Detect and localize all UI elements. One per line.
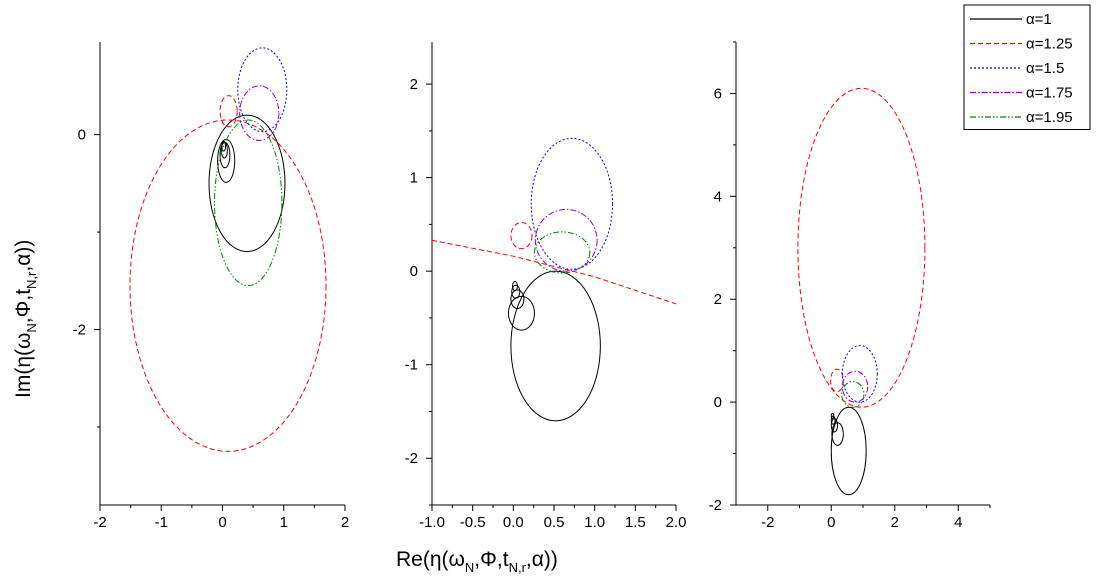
- curve-loop: [798, 88, 925, 407]
- series-alpha-1: [831, 407, 866, 494]
- x-tick-label: 0: [827, 514, 835, 531]
- xlabel-part-5: ,α)): [526, 548, 558, 571]
- x-axis-title: Re(η(ωN,Φ,tN,r,α)): [396, 548, 558, 575]
- legend-label: α=1.75: [1026, 85, 1073, 102]
- ylabel-part-4: N,r: [24, 271, 39, 289]
- y-tick-label: -2: [73, 322, 86, 339]
- curve-loop: [238, 48, 287, 132]
- xlabel-part-4: N,r: [509, 560, 527, 575]
- series-alpha-1: [209, 115, 285, 251]
- series-alpha-1-5: [238, 48, 287, 132]
- y-tick-label: -1: [405, 357, 418, 374]
- x-tick-label: 2: [341, 514, 349, 531]
- curves: [432, 138, 676, 420]
- curve-loop: [209, 115, 285, 251]
- series-alpha-1: [508, 271, 600, 421]
- x-tick-label: 0.5: [544, 514, 565, 531]
- series-alpha-1-25: [130, 96, 326, 452]
- y-tick-label: 0: [714, 394, 722, 411]
- curves: [130, 48, 326, 452]
- curve-loop: [508, 296, 534, 330]
- curve-loop: [130, 120, 326, 451]
- x-tick-label: -2: [761, 514, 774, 531]
- panels: -2 -1 0 1 2 -2 0 -1.0 -0.5 0.0 0.5 1.0 1.5 2.0 -2 -1 0 1 2…: [73, 42, 990, 531]
- y-tick-label: 2: [714, 291, 722, 308]
- ylabel-part-3: ,Φ,t: [12, 289, 35, 323]
- curve-loop: [831, 369, 844, 392]
- x-tick-label: 0.0: [503, 514, 524, 531]
- series-alpha-1-25: [798, 88, 925, 407]
- x-tick-label: 2: [891, 514, 899, 531]
- ylabel-part-1: Im(η(ω: [12, 333, 35, 398]
- curve-loop: [511, 223, 532, 249]
- x-tick-label: 1: [280, 514, 288, 531]
- y-tick-label: 4: [714, 188, 722, 205]
- ylabel-part-5: ,α)): [12, 240, 35, 272]
- panel-left: -2 -1 0 1 2 -2 0: [73, 42, 350, 531]
- x-tick-label: -1.0: [419, 514, 445, 531]
- x-tick-label: 0: [218, 514, 226, 531]
- series-alpha-1-95: [842, 382, 864, 408]
- series-alpha-1-75: [240, 86, 279, 141]
- y-tick-label: 2: [410, 76, 418, 93]
- svg-text:Im(η(ωN,Φ,tN,r,α)): Im(η(ωN,Φ,tN,r,α)): [12, 240, 39, 398]
- y-tick-label: -2: [405, 450, 418, 467]
- series-alpha-1-5: [531, 138, 612, 269]
- xlabel-part-3: ,Φ,t: [474, 548, 508, 571]
- x-tick-label: -1: [155, 514, 168, 531]
- series-alpha-1-25: [432, 223, 676, 304]
- y-axis-title: Im(η(ωN,Φ,tN,r,α)): [12, 240, 39, 398]
- legend: α=1 α=1.25 α=1.5 α=1.75 α=1.95: [964, 5, 1090, 130]
- y-tick-label: 1: [410, 170, 418, 187]
- y-tick-label: 0: [78, 127, 86, 144]
- curve-loop: [220, 96, 237, 127]
- panel-right: -2 0 2 4 -2 0 2 4 6: [709, 42, 990, 531]
- legend-label: α=1.25: [1026, 36, 1073, 53]
- xlabel-part-1: Re(η(ω: [396, 548, 465, 571]
- curve-loop: [511, 271, 600, 421]
- y-tick-label: 0: [410, 263, 418, 280]
- legend-label: α=1.5: [1026, 60, 1064, 77]
- legend-label: α=1: [1026, 11, 1052, 28]
- series-alpha-1-75: [535, 209, 597, 271]
- x-tick-label: 2.0: [666, 514, 687, 531]
- curve-loop: [534, 232, 589, 273]
- curve-loop: [240, 86, 279, 141]
- x-tick-label: -0.5: [460, 514, 486, 531]
- series-alpha-1-95: [534, 232, 589, 273]
- curve-loop: [842, 382, 864, 408]
- x-tick-label: -2: [93, 514, 106, 531]
- panel-middle: -1.0 -0.5 0.0 0.5 1.0 1.5 2.0 -2 -1 0 1 2: [405, 42, 687, 531]
- x-tick-label: 1.5: [625, 514, 646, 531]
- curve-loop: [535, 209, 597, 271]
- svg-text:Re(η(ωN,Φ,tN,r,α)): Re(η(ωN,Φ,tN,r,α)): [396, 548, 558, 575]
- xlabel-part-2: N: [465, 560, 474, 575]
- x-tick-label: 4: [954, 514, 962, 531]
- x-tick-label: 1.0: [584, 514, 605, 531]
- curve-loop: [531, 138, 612, 269]
- ylabel-part-2: N: [24, 323, 39, 332]
- y-tick-label: 6: [714, 85, 722, 102]
- legend-label: α=1.95: [1026, 109, 1073, 126]
- curves: [798, 88, 925, 494]
- series-alpha-1-95: [215, 120, 282, 286]
- y-tick-label: -2: [709, 497, 722, 514]
- curve-loop: [215, 120, 282, 286]
